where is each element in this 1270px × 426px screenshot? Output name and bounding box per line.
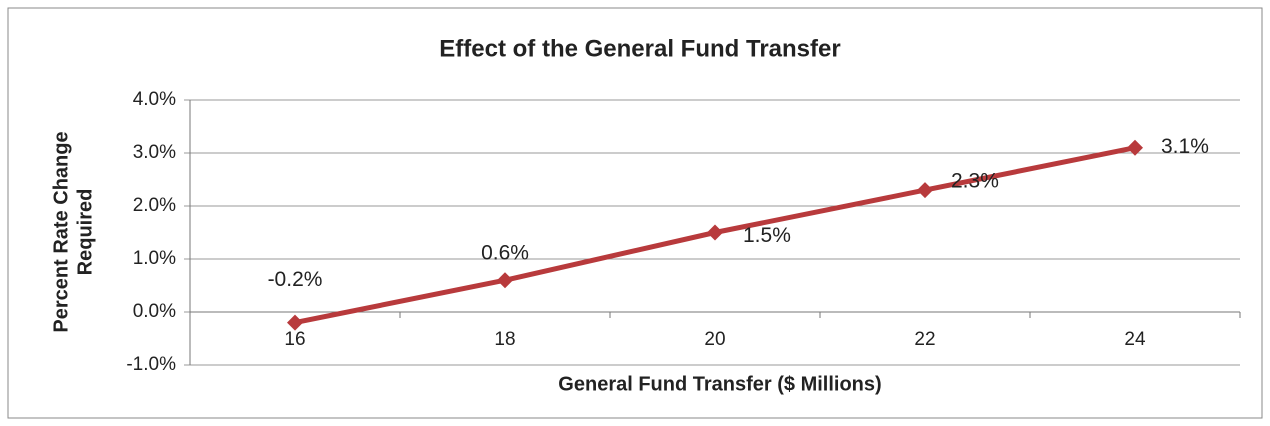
y-tick-label: 0.0% bbox=[133, 301, 176, 322]
data-marker bbox=[917, 182, 933, 199]
y-tick-label: 4.0% bbox=[133, 89, 176, 110]
x-tick-label: 16 bbox=[284, 329, 305, 350]
y-tick-label: -1.0% bbox=[126, 354, 176, 375]
x-tick-label: 24 bbox=[1124, 329, 1146, 350]
data-label: -0.2% bbox=[268, 268, 323, 291]
x-tick-label: 18 bbox=[494, 329, 515, 350]
y-axis-title: Required bbox=[74, 189, 96, 276]
data-marker bbox=[497, 272, 513, 289]
data-label: 2.3% bbox=[951, 170, 999, 193]
y-axis-title: Percent Rate Change bbox=[50, 131, 72, 332]
data-label: 1.5% bbox=[743, 224, 791, 247]
y-tick-label: 1.0% bbox=[133, 248, 176, 269]
chart-title: Effect of the General Fund Transfer bbox=[439, 35, 840, 62]
data-marker bbox=[287, 314, 303, 331]
data-marker bbox=[707, 224, 723, 241]
x-tick-label: 20 bbox=[704, 329, 725, 350]
y-tick-label: 2.0% bbox=[133, 195, 176, 216]
y-tick-label: 3.0% bbox=[133, 142, 176, 163]
data-marker bbox=[1127, 139, 1143, 156]
chart-frame bbox=[7, 7, 1263, 419]
data-label: 0.6% bbox=[481, 242, 529, 265]
x-tick-label: 22 bbox=[914, 329, 935, 350]
x-axis-title: General Fund Transfer ($ Millions) bbox=[558, 373, 881, 395]
data-label: 3.1% bbox=[1161, 135, 1209, 158]
